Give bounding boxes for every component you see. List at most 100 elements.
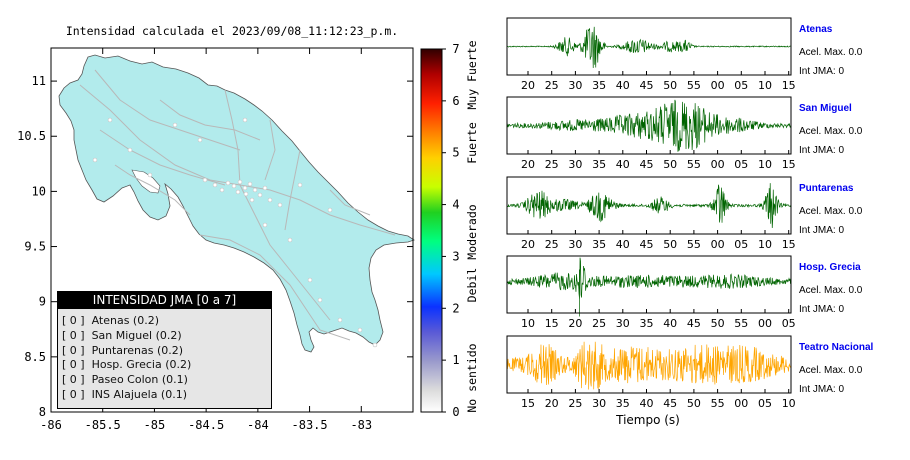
waveform-x-tick-label: 00	[734, 397, 748, 410]
waveform-x-tick-label: 50	[663, 238, 677, 251]
waveform-x-tick-label: 45	[640, 238, 654, 251]
station-name: San Miguel	[799, 103, 852, 114]
map-x-tick-label: -84.5	[188, 418, 224, 432]
map-x-tick-label: -83	[350, 418, 372, 432]
waveform-x-tick-label: 20	[521, 79, 535, 92]
colorbar-tick-label: 7	[452, 42, 459, 56]
map-x-tick-label: -85.5	[85, 418, 121, 432]
waveform-x-tick-label: 45	[640, 158, 654, 171]
accel-max-label: Acel. Max. 0.0	[799, 47, 863, 58]
waveform-x-tick-label: 20	[568, 317, 582, 330]
waveform-x-tick-label: 40	[663, 317, 677, 330]
colorbar-category-label: Muy Fuerte	[465, 40, 479, 109]
colorbar-tick-label: 2	[452, 301, 459, 315]
waveform-panel: 20 25 30 35 40 45 50 55 00 05 10 15 Puntarenas Acel. …	[506, 176, 863, 251]
waveform-x-tick-label: 30	[592, 397, 606, 410]
map-x-tick-label: -86	[40, 418, 62, 432]
waveform-x-tick-label: 10	[521, 317, 535, 330]
accel-max-label: Acel. Max. 0.0	[799, 365, 863, 376]
colorbar-category-label: No sentido	[465, 343, 479, 412]
station-name: Puntarenas	[799, 183, 854, 194]
waveform-trace	[506, 26, 792, 69]
legend-item: [ 0 ] Paseo Colon (0.1)	[62, 373, 188, 387]
waveform-panel: 15 20 25 30 35 40 45 50 55 00 05 10 Teatro Nacional A…	[506, 335, 873, 427]
station-name: Hosp. Grecia	[799, 262, 861, 273]
waveform-x-tick-label: 00	[711, 238, 725, 251]
waveform-x-tick-label: 10	[758, 238, 772, 251]
map-x-tick-label: -85	[144, 418, 166, 432]
waveform-x-tick-label: 50	[663, 158, 677, 171]
waveform-x-tick-label: 50	[711, 317, 725, 330]
waveform-x-tick-label: 10	[758, 79, 772, 92]
map-y-tick-label: 9	[39, 295, 46, 309]
waveform-x-tick-label: 05	[734, 79, 748, 92]
waveform-frame	[506, 335, 792, 394]
waveform-x-tick-label: 35	[592, 238, 606, 251]
waveform-frame	[506, 96, 792, 155]
waveform-x-tick-label: 45	[687, 317, 701, 330]
waveform-x-tick-label: 25	[592, 317, 606, 330]
waveform-x-tick-label: 30	[616, 317, 630, 330]
waveform-frame	[506, 17, 792, 76]
station-name: Teatro Nacional	[799, 342, 873, 353]
int-jma-label: Int JMA: 0	[799, 145, 844, 156]
intensity-legend: INTENSIDAD JMA [0 a 7] [ 0 ] Atenas (0.2…	[57, 291, 272, 409]
waveform-x-tick-label: 25	[568, 397, 582, 410]
waveform-trace	[506, 183, 792, 229]
station-dots	[92, 117, 378, 348]
waveform-x-tick-label: 15	[545, 317, 559, 330]
waveform-x-tick-label: 30	[568, 158, 582, 171]
colorbar-tick-label: 1	[452, 353, 459, 367]
waveform-x-tick-label: 10	[758, 158, 772, 171]
accel-max-label: Acel. Max. 0.0	[799, 126, 863, 137]
waveform-x-tick-label: 15	[521, 397, 535, 410]
waveform-trace	[506, 257, 792, 317]
waveform-x-tick-label: 35	[616, 397, 630, 410]
waveform-x-tick-label: 30	[568, 238, 582, 251]
waveform-x-tick-label: 40	[616, 238, 630, 251]
colorbar-tick-label: 4	[452, 198, 459, 212]
legend-item: [ 0 ] INS Alajuela (0.1)	[62, 387, 188, 401]
waveform-x-axis-label: Tiempo (s)	[615, 413, 680, 427]
waveform-x-tick-label: 00	[711, 158, 725, 171]
map-title: Intensidad calculada el 2023/09/08_11:12…	[66, 24, 398, 38]
colorbar-category-label: Debil	[465, 268, 479, 303]
waveform-x-tick-label: 45	[663, 397, 677, 410]
waveform-x-tick-label: 15	[782, 79, 796, 92]
waveform-x-tick-label: 30	[568, 79, 582, 92]
int-jma-label: Int JMA: 0	[799, 66, 844, 77]
waveform-x-tick-label: 40	[616, 79, 630, 92]
waveform-x-tick-label: 05	[734, 158, 748, 171]
map-x-tick-label: -83.5	[292, 418, 328, 432]
waveform-x-tick-label: 35	[592, 79, 606, 92]
legend-title: INTENSIDAD JMA [0 a 7]	[58, 292, 271, 309]
waveform-frame	[506, 255, 792, 314]
map-y-tick-label: 10.5	[17, 129, 46, 143]
waveform-panel: 10 15 20 25 30 35 40 45 50 55 00 05 Hosp. Grecia Acel…	[506, 255, 863, 330]
waveform-x-tick-label: 25	[545, 158, 559, 171]
map-y-tick-label: 10	[32, 184, 46, 198]
waveform-x-tick-label: 20	[521, 158, 535, 171]
waveform-x-tick-label: 25	[545, 238, 559, 251]
legend-item: [ 0 ] Hosp. Grecia (0.2)	[62, 358, 192, 372]
station-name: Atenas	[799, 24, 833, 35]
legend-item: [ 0 ] Puntarenas (0.2)	[62, 343, 184, 357]
waveform-x-tick-label: 35	[592, 158, 606, 171]
colorbar-category-label: Fuerte	[465, 122, 479, 164]
colorbar-tick-label: 6	[452, 94, 459, 108]
colorbar-tick-label: 5	[452, 146, 459, 160]
road-network	[79, 69, 396, 341]
waveform-x-tick-label: 50	[687, 397, 701, 410]
int-jma-label: Int JMA: 0	[799, 304, 844, 315]
accel-max-label: Acel. Max. 0.0	[799, 285, 863, 296]
waveform-x-tick-label: 05	[734, 238, 748, 251]
waveform-panel: 20 25 30 35 40 45 50 55 00 05 10 15 Atenas Acel. Max.…	[506, 17, 863, 92]
waveform-panel: 20 25 30 35 40 45 50 55 00 05 10 15 San Miguel Acel. …	[506, 96, 863, 171]
waveform-x-tick-label: 55	[734, 317, 748, 330]
waveform-x-tick-label: 15	[782, 238, 796, 251]
waveform-x-tick-label: 55	[687, 79, 701, 92]
waveform-trace	[506, 99, 792, 152]
int-jma-label: Int JMA: 0	[799, 384, 844, 395]
accel-max-label: Acel. Max. 0.0	[799, 206, 863, 217]
waveform-x-tick-label: 05	[782, 317, 796, 330]
